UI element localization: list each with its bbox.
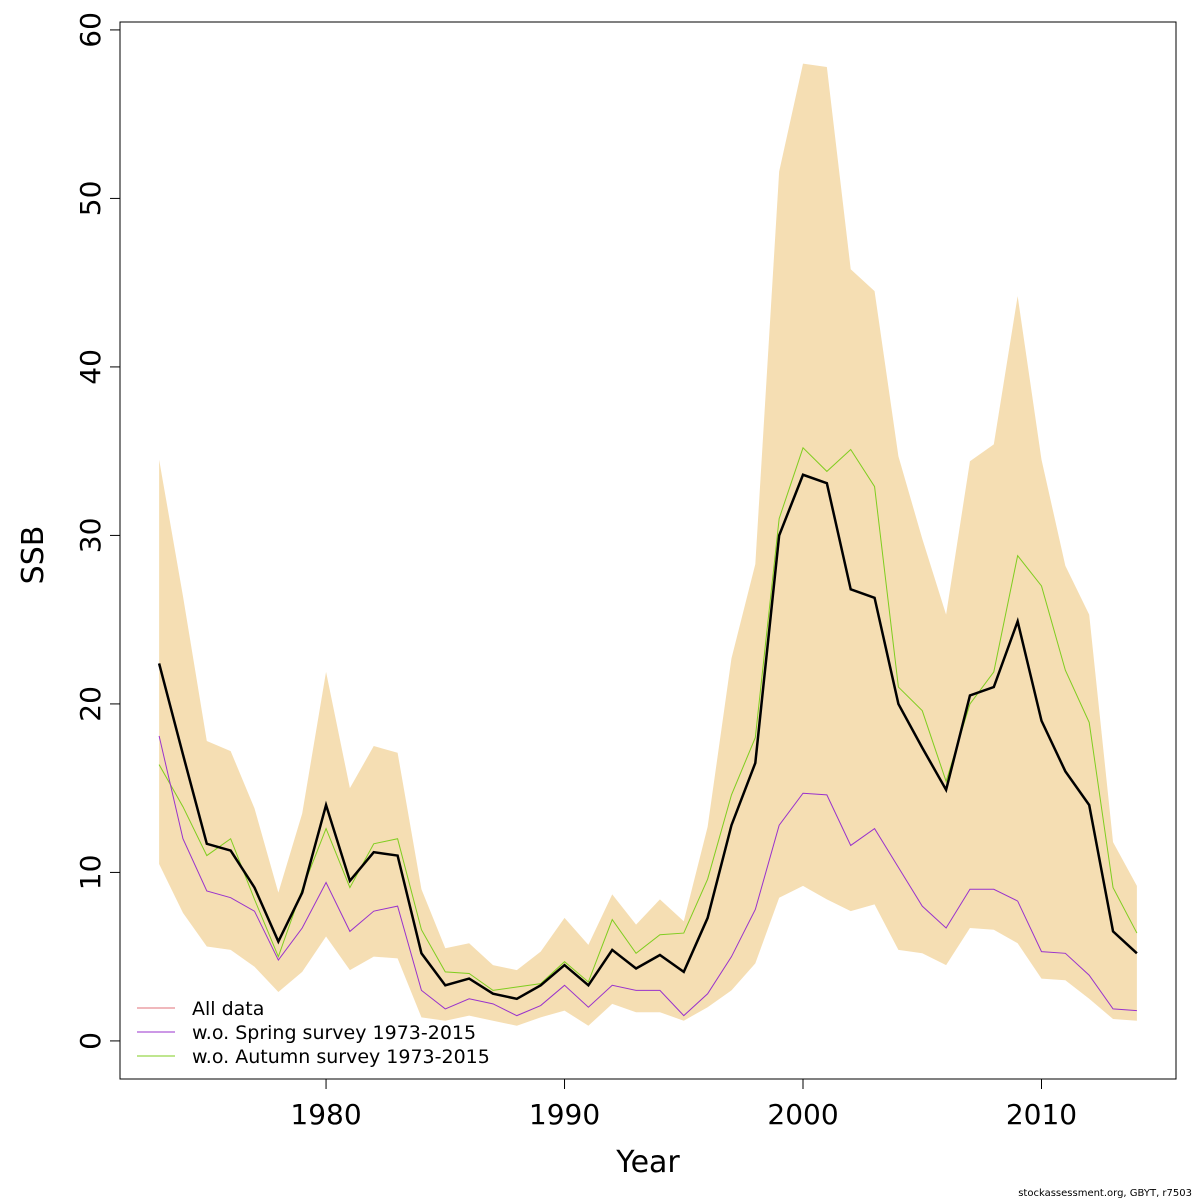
- y-tick-label: 60: [74, 12, 107, 48]
- series-line: [157, 473, 1138, 1001]
- series-line: [158, 446, 1138, 991]
- x-axis-label: Year: [615, 1145, 680, 1180]
- legend-label: w.o. Autumn survey 1973-2015: [192, 1046, 490, 1068]
- y-tick-label: 30: [74, 518, 107, 554]
- legend-label: All data: [192, 998, 264, 1020]
- y-tick-label: 50: [74, 181, 107, 217]
- x-tick-label: 2000: [767, 1098, 838, 1131]
- y-tick-label: 10: [74, 855, 107, 891]
- y-tick-label: 20: [74, 686, 107, 722]
- x-tick-label: 2010: [1006, 1098, 1077, 1131]
- legend-label: w.o. Spring survey 1973-2015: [192, 1022, 476, 1044]
- y-axis-label: SSB: [16, 526, 51, 585]
- y-tick-label: 40: [74, 349, 107, 385]
- footer: stockassessment.org, GBYT, r7503: [1018, 1188, 1192, 1199]
- x-tick-label: 1980: [290, 1098, 361, 1131]
- series-line: [158, 735, 1137, 1017]
- plot-frame: [119, 21, 1177, 1080]
- x-tick-label: 1990: [529, 1098, 600, 1131]
- confidence-band: [159, 63, 1137, 1026]
- y-tick-label: 0: [74, 1032, 107, 1050]
